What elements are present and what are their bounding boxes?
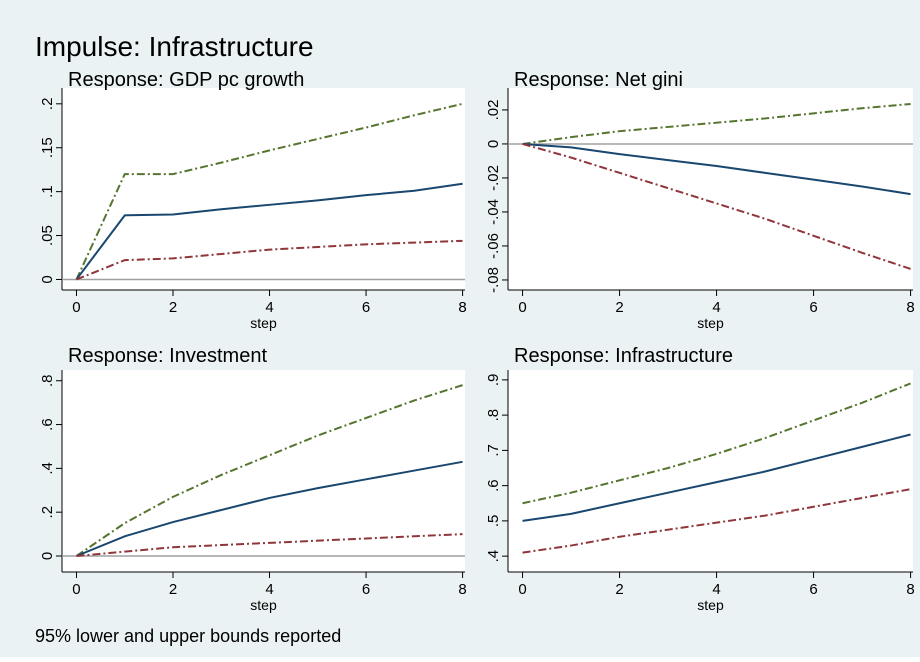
series-line [75,102,463,280]
plot-area [508,370,913,572]
x-tick-label: 2 [169,299,177,316]
panel-title: Response: Investment [68,345,267,367]
y-tick-label: .9 [485,374,502,387]
y-tick-label: .7 [485,444,502,457]
series-line [522,142,911,270]
y-tick-label: .2 [39,506,56,519]
x-tick-label: 4 [265,581,273,598]
y-tick-label: .02 [485,100,502,121]
x-tick-label: 6 [809,581,817,598]
y-tick-label: 0 [39,552,56,560]
x-tick-label: 8 [906,299,914,316]
y-tick-label: 0 [39,275,56,283]
series-line [522,102,911,145]
x-axis-label: step [697,315,724,331]
x-tick-label: 2 [615,299,623,316]
series-line [522,488,911,554]
y-tick-label: .15 [39,137,56,158]
y-tick-label: .05 [39,225,56,246]
x-tick-label: 0 [72,581,80,598]
x-tick-label: 0 [518,299,526,316]
series-line [76,239,463,281]
x-tick-label: 4 [712,581,720,598]
y-tick-label: -.04 [485,199,502,225]
x-tick-label: 6 [362,581,370,598]
x-axis-label: step [250,597,277,613]
x-tick-label: 8 [458,299,466,316]
series-line [76,533,463,558]
x-tick-label: 6 [362,299,370,316]
panel-title: Response: Net gini [514,69,683,91]
y-tick-label: -.08 [485,267,502,293]
series-line [522,433,911,522]
panel-title: Response: GDP pc growth [68,69,304,91]
series-line [76,460,463,557]
series-line [522,142,911,196]
x-tick-label: 2 [615,581,623,598]
y-tick-label: .1 [39,185,56,198]
x-tick-label: 8 [906,581,914,598]
y-tick-label: -.06 [485,233,502,259]
x-tick-label: 2 [169,581,177,598]
x-tick-label: 0 [518,581,526,598]
plot-area [508,88,913,290]
series-line [75,182,463,281]
y-tick-label: .6 [485,479,502,492]
x-tick-label: 0 [72,299,80,316]
x-tick-label: 8 [458,581,466,598]
y-tick-label: .2 [39,98,56,111]
y-tick-label: .6 [39,418,56,431]
series-line [75,384,463,557]
x-axis-label: step [250,315,277,331]
figure-title: Impulse: Infrastructure [35,31,314,62]
y-tick-label: .4 [39,462,56,475]
y-tick-label: .5 [485,515,502,528]
x-tick-label: 4 [265,299,273,316]
y-tick-label: -.02 [485,165,502,191]
panel-title: Response: Infrastructure [514,345,733,367]
y-tick-label: 0 [485,140,502,148]
series-line [522,382,911,505]
x-tick-label: 4 [712,299,720,316]
plot-area [62,88,465,290]
x-tick-label: 6 [809,299,817,316]
y-tick-label: .8 [485,409,502,422]
plot-area [62,370,465,572]
figure-note: 95% lower and upper bounds reported [35,626,341,646]
y-tick-label: .8 [39,374,56,387]
x-axis-label: step [697,597,724,613]
y-tick-label: .4 [485,550,502,563]
